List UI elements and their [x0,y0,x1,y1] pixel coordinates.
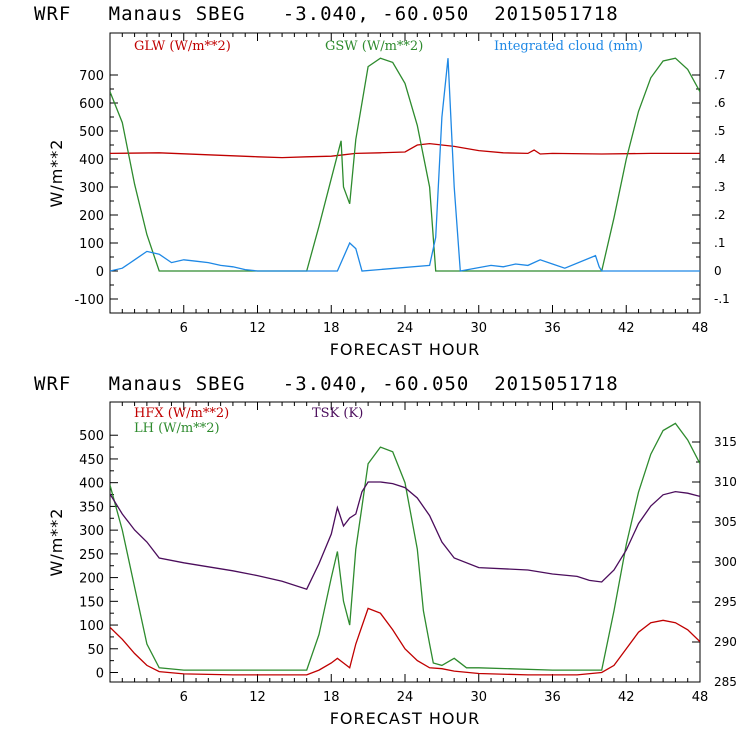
plot-frame [109,401,701,683]
x-tick-label: 42 [618,321,635,336]
y2-tick-label: .4 [714,152,725,166]
y-tick-label: 350 [79,500,104,515]
y2-tick-label: 315 [714,435,737,449]
y-tick-label: 250 [79,548,104,563]
series-line-lh [110,422,700,671]
series-line-hfx [110,607,700,676]
y2-tick-label: .1 [714,236,725,250]
y-tick-label: 100 [79,619,104,634]
x-tick-label: 48 [692,690,709,705]
x-tick-label: 6 [180,321,188,336]
legend-entry: GSW (W/m**2) [325,39,423,54]
y-tick-label: 100 [79,237,104,252]
legend-entry: GLW (W/m**2) [134,39,231,54]
chart-top: 6 12 18 24 30 36 42 48 FORECAST HOUR -100 0 100 200 3… [47,32,730,359]
y-tick-label: 500 [79,125,104,140]
y-tick-label: 300 [79,181,104,196]
y-tick-label: 0 [96,265,104,280]
x-tick-label: 12 [249,690,266,705]
y2-tick-label: 285 [714,675,737,689]
y2-tick-label: .3 [714,180,725,194]
legend-entry: Integrated cloud (mm) [494,39,643,54]
y-tick-label: 200 [79,572,104,587]
x-tick-label: 48 [692,321,709,336]
x-tick-label: 24 [397,321,414,336]
chart-bottom: 6 12 18 24 30 36 42 48 FORECAST HOUR 0 50 100 150 200… [47,401,737,728]
legend-entry: HFX (W/m**2) [134,406,229,421]
x-tick-label: 12 [249,321,266,336]
x-tick-label: 30 [470,321,487,336]
y-tick-label: 400 [79,477,104,492]
y2-tick-label: -.1 [714,292,730,306]
x-tick-label: 6 [180,690,188,705]
x-tick-label: 36 [544,690,561,705]
y-tick-label: 700 [79,69,104,84]
y-tick-label: 400 [79,153,104,168]
legend-entry: TSK (K) [312,406,363,421]
y-tick-label: 50 [87,643,104,658]
chart-title: WRF Manaus SBEG -3.040, -60.050 20150517… [34,3,619,25]
y2-tick-label: 305 [714,515,737,529]
x-tick-label: 18 [323,321,340,336]
y2-tick-label: 295 [714,595,737,609]
x-tick-label: 30 [470,690,487,705]
chart-panel-top: WRF Manaus SBEG -3.040, -60.050 20150517… [34,3,730,359]
y2-tick-label: 310 [714,475,737,489]
y-tick-label: 300 [79,524,104,539]
x-tick-label: 42 [618,690,635,705]
x-tick-label: 36 [544,321,561,336]
y2-tick-label: .7 [714,68,725,82]
y2-tick-label: .6 [714,96,725,110]
y-tick-label: 0 [96,667,104,682]
x-axis-label: FORECAST HOUR [330,340,481,359]
y-tick-label: 150 [79,595,104,610]
series-line-integrated [110,58,700,272]
y-axis-label: W/m**2 [47,139,66,208]
chart-title: WRF Manaus SBEG -3.040, -60.050 20150517… [34,373,619,395]
y2-tick-label: 300 [714,555,737,569]
y-tick-label: 200 [79,209,104,224]
series-line-gsw [110,57,700,272]
y-axis-label: W/m**2 [47,508,66,577]
series-line-glw [110,142,700,159]
series-line-tsk [110,481,700,590]
y2-tick-label: 0 [714,264,722,278]
x-tick-label: 24 [397,690,414,705]
x-tick-label: 18 [323,690,340,705]
x-axis-label: FORECAST HOUR [330,709,481,728]
y-tick-label: 600 [79,97,104,112]
y-tick-label: 500 [79,429,104,444]
chart-panel-bottom: WRF Manaus SBEG -3.040, -60.050 20150517… [0,370,740,740]
y2-tick-label: .2 [714,208,725,222]
y-tick-label: -100 [74,293,104,308]
y2-tick-label: .5 [714,124,725,138]
y2-tick-label: 290 [714,635,737,649]
legend-entry: LH (W/m**2) [134,421,220,436]
y-tick-label: 450 [79,453,104,468]
